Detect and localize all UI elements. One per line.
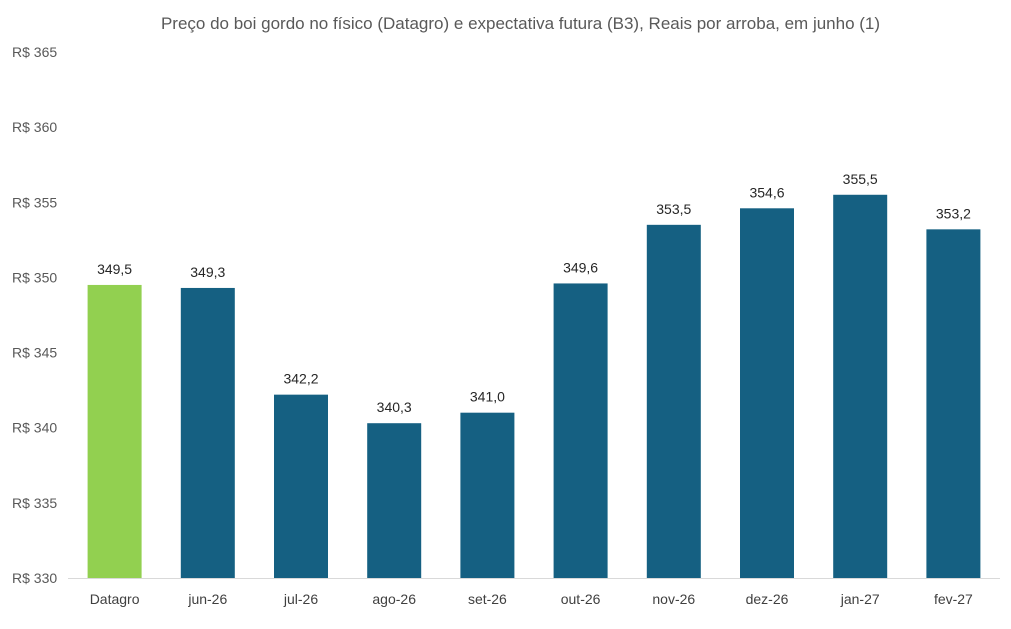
y-tick-label: R$ 350 bbox=[12, 269, 57, 285]
y-tick-label: R$ 345 bbox=[12, 345, 57, 361]
data-label: 340,3 bbox=[377, 399, 412, 415]
data-label: 349,5 bbox=[97, 261, 132, 277]
chart-title: Preço do boi gordo no físico (Datagro) e… bbox=[160, 14, 881, 33]
y-tick-label: R$ 365 bbox=[12, 44, 57, 60]
y-tick-label: R$ 355 bbox=[12, 194, 57, 210]
bar-Datagro bbox=[87, 284, 142, 578]
bar-jul-26 bbox=[274, 394, 328, 578]
bar-jun-26 bbox=[180, 287, 235, 578]
x-tick-label: dez-26 bbox=[746, 591, 789, 607]
y-tick-label: R$ 340 bbox=[12, 420, 57, 436]
x-tick-label: ago-26 bbox=[372, 591, 416, 607]
x-tick-label: fev-27 bbox=[934, 591, 973, 607]
data-labels: 349,5 349,3 342,2 340,3 341,0 349,6 353,5 354,6… bbox=[97, 171, 971, 415]
y-axis-labels: R$ 330 R$ 335 R$ 340 R$ 345 R$ 350 R$ 355 R$ 3… bbox=[12, 44, 57, 586]
bar-dez-26 bbox=[740, 208, 794, 578]
x-tick-label: jun-26 bbox=[187, 591, 227, 607]
x-tick-label: nov-26 bbox=[652, 591, 695, 607]
data-label: 354,6 bbox=[749, 184, 784, 200]
x-tick-label: jan-27 bbox=[840, 591, 880, 607]
bar-out-26 bbox=[553, 283, 608, 578]
data-label: 353,2 bbox=[936, 205, 971, 221]
data-label: 353,5 bbox=[656, 201, 691, 217]
y-tick-label: R$ 360 bbox=[12, 119, 57, 135]
data-label: 342,2 bbox=[283, 371, 318, 387]
bar-ago-26 bbox=[367, 423, 422, 578]
y-tick-label: R$ 335 bbox=[12, 495, 57, 511]
bar-set-26 bbox=[460, 412, 515, 578]
x-axis-labels: Datagro jun-26 jul-26 ago-26 set-26 out-26 nov… bbox=[90, 591, 973, 607]
y-tick-label: R$ 330 bbox=[12, 570, 57, 586]
data-label: 349,6 bbox=[563, 259, 598, 275]
x-tick-label: out-26 bbox=[561, 591, 601, 607]
bar-nov-26 bbox=[646, 224, 701, 579]
data-label: 349,3 bbox=[190, 264, 225, 280]
data-label: 341,0 bbox=[470, 389, 505, 405]
x-tick-label: jul-26 bbox=[283, 591, 318, 607]
bars bbox=[87, 194, 981, 579]
data-label: 355,5 bbox=[843, 171, 878, 187]
x-tick-label: Datagro bbox=[90, 591, 140, 607]
x-tick-label: set-26 bbox=[468, 591, 507, 607]
bar-jan-27 bbox=[833, 194, 888, 578]
bar-fev-27 bbox=[926, 229, 981, 578]
